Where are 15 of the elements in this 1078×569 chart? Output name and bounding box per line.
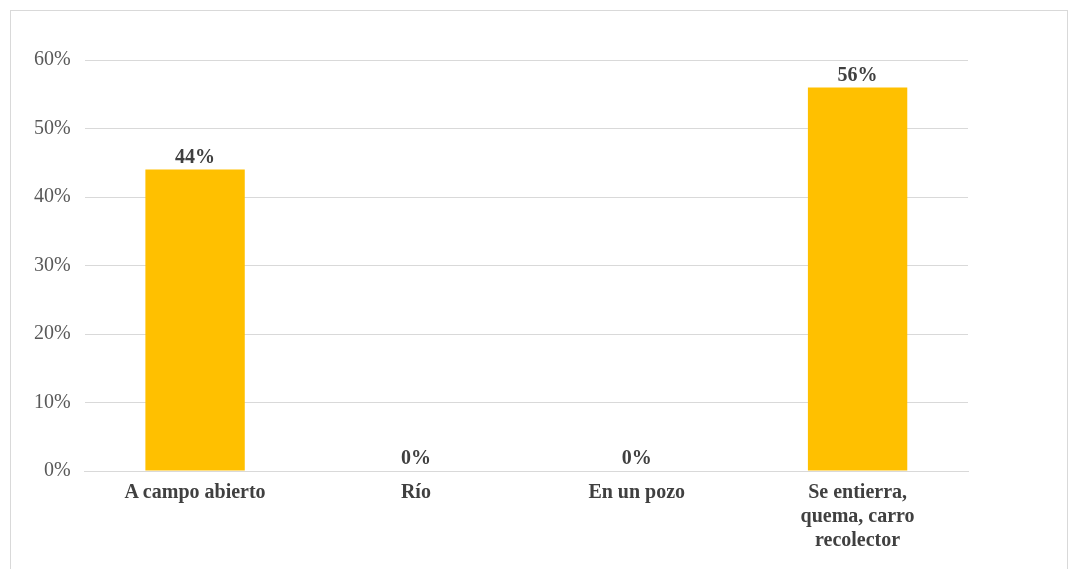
x-tick-label: A campo abierto: [124, 480, 266, 504]
y-tick-label: 40%: [33, 184, 71, 207]
y-tick-label: 50%: [33, 115, 71, 138]
y-tick-label: 0%: [43, 458, 71, 481]
data-label: 0%: [400, 446, 431, 469]
y-tick-label: 60%: [33, 47, 71, 70]
x-tick-label: Se entierra, quema, carro recolector: [800, 480, 915, 551]
data-label: 0%: [621, 446, 652, 469]
y-tick-label: 30%: [33, 252, 71, 275]
x-tick-label: En un pozo: [588, 480, 686, 504]
x-tick-label: Río: [400, 480, 431, 503]
y-tick-label: 10%: [33, 389, 71, 412]
y-tick-label: 20%: [33, 321, 71, 344]
data-label: 56%: [837, 62, 878, 85]
data-label: 44%: [175, 144, 216, 167]
